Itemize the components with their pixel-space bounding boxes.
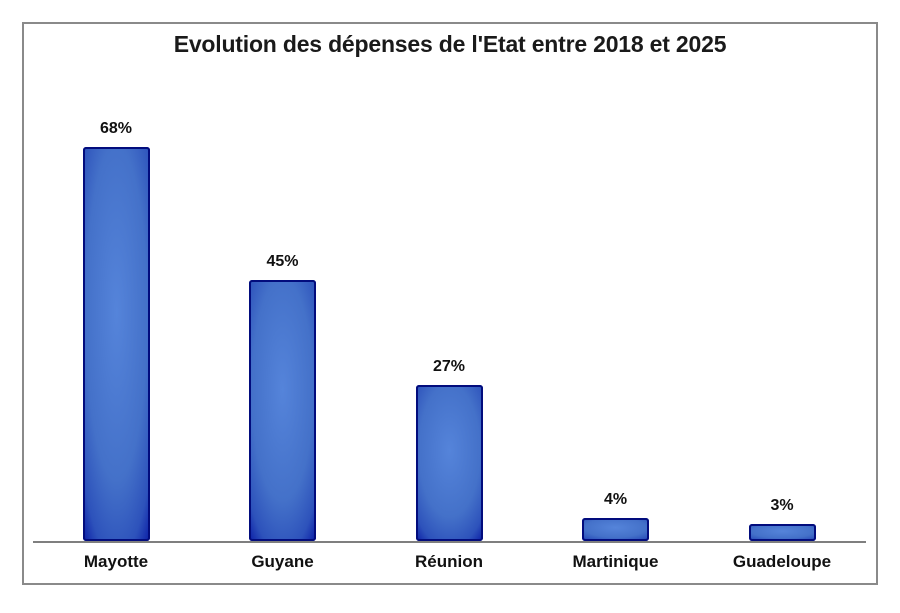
bar-value-label: 45% bbox=[266, 253, 299, 270]
chart-title: Evolution des dépenses de l'Etat entre 2… bbox=[173, 31, 727, 57]
category-label: Réunion bbox=[415, 552, 483, 571]
bar bbox=[748, 524, 816, 541]
bar bbox=[582, 518, 649, 541]
bar-value-label: 27% bbox=[432, 358, 466, 375]
bar-value-label: 4% bbox=[603, 491, 628, 508]
category-label: Guyane bbox=[251, 552, 314, 571]
category-label: Martinique bbox=[572, 552, 659, 571]
bar bbox=[415, 385, 483, 541]
bar bbox=[82, 147, 150, 541]
bar-value-label: 3% bbox=[770, 497, 794, 514]
bar bbox=[249, 280, 316, 541]
category-label: Guadeloupe bbox=[732, 552, 832, 571]
x-axis-line bbox=[33, 541, 866, 543]
bar-value-label: 68% bbox=[99, 120, 133, 137]
category-label: Mayotte bbox=[83, 552, 149, 571]
